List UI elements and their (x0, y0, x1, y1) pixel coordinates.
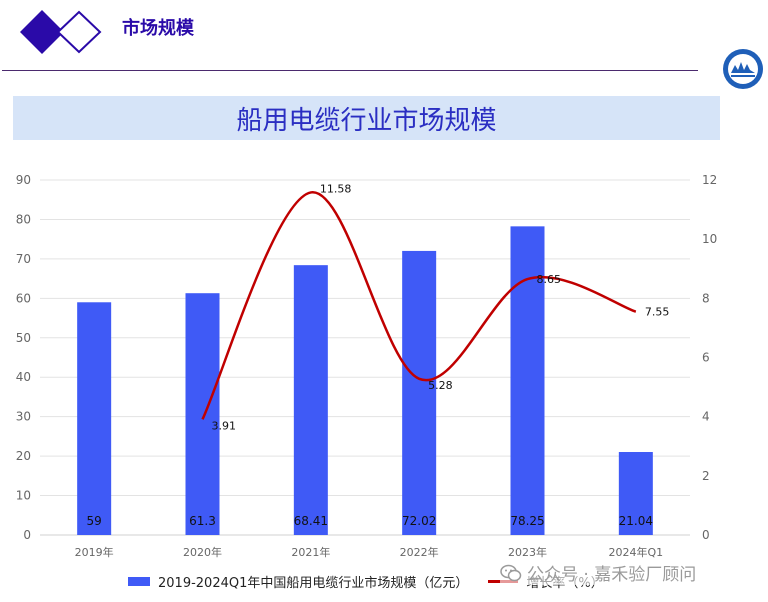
line-data-label: 7.55 (645, 306, 670, 319)
x-tick-label: 2020年 (183, 545, 222, 559)
y-right-tick-label: 6 (702, 351, 710, 365)
line-data-label: 8.65 (537, 273, 562, 286)
y-left-tick-label: 20 (16, 449, 31, 463)
bar-data-label: 78.25 (510, 514, 544, 528)
y-left-tick-label: 60 (16, 291, 31, 305)
logo-diamonds (20, 10, 102, 54)
bar-data-label: 68.41 (294, 514, 328, 528)
legend-label-bar: 2019-2024Q1年中国船用电缆行业市场规模（亿元） (158, 575, 469, 591)
bar (77, 302, 112, 535)
y-left-tick-label: 50 (16, 331, 31, 345)
watermark: 公众号 · 嘉禾验厂顾问 (500, 560, 697, 585)
brand-logo-icon (723, 49, 763, 89)
x-tick-label: 2019年 (75, 545, 114, 559)
y-right-tick-label: 8 (702, 291, 710, 305)
x-tick-label: 2024年Q1 (609, 545, 664, 559)
y-left-tick-label: 40 (16, 370, 31, 384)
chart-title: 船用电缆行业市场规模 (236, 106, 497, 136)
bar-data-label: 61.3 (189, 514, 216, 528)
watermark-text: 公众号 · 嘉禾验厂顾问 (527, 565, 697, 585)
bar (293, 265, 328, 535)
y-right-tick-label: 4 (702, 410, 710, 424)
bar-data-label: 21.04 (619, 514, 653, 528)
x-tick-label: 2023年 (508, 545, 547, 559)
y-right-tick-label: 12 (702, 173, 717, 187)
line-data-label: 5.28 (428, 379, 453, 392)
y-left-tick-label: 90 (16, 173, 31, 187)
logo-diamond-outline (56, 10, 102, 54)
line-data-label: 3.91 (212, 419, 237, 432)
x-tick-label: 2021年 (291, 545, 330, 559)
y-left-tick-label: 0 (23, 528, 31, 542)
growth-rate-line (201, 191, 637, 420)
y-left-tick-label: 10 (16, 489, 31, 503)
header-divider (2, 70, 698, 71)
bar-data-label: 59 (87, 514, 102, 528)
y-left-tick-label: 70 (16, 252, 31, 266)
y-right-tick-label: 10 (702, 232, 717, 246)
logo-diamond-filled (20, 10, 64, 54)
section-title: 市场规模 (122, 18, 194, 39)
chart-title-box: 船用电缆行业市场规模 (13, 96, 720, 140)
y-right-tick-label: 2 (702, 469, 710, 483)
line-data-label: 11.58 (320, 182, 352, 195)
bar-data-label: 72.02 (402, 514, 436, 528)
y-left-tick-label: 30 (16, 410, 31, 424)
bar (402, 250, 437, 535)
wechat-icon (500, 564, 522, 581)
x-tick-label: 2022年 (400, 545, 439, 559)
bar (185, 293, 220, 535)
y-right-tick-label: 0 (702, 528, 710, 542)
bar (618, 452, 653, 535)
legend-swatch-bar (128, 576, 150, 586)
y-left-tick-label: 80 (16, 212, 31, 226)
